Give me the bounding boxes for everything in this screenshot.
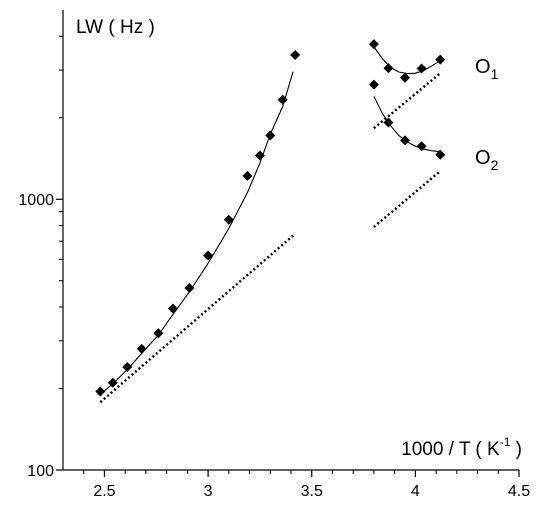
series-0-point-2	[122, 362, 133, 373]
series-2-dotted-line	[373, 170, 442, 228]
series-2-point-1	[383, 117, 394, 128]
x-axis-title-superscript: -1	[500, 435, 511, 449]
x-tick-label-2: 3.5	[301, 483, 323, 500]
series-0-point-4	[153, 328, 164, 339]
series-0-point-13	[290, 50, 301, 61]
series-0-point-1	[107, 377, 118, 388]
series-2-point-2	[400, 135, 410, 146]
series-0-point-8	[223, 214, 234, 225]
series-0-point-7	[203, 250, 214, 261]
series-0-point-5	[167, 303, 178, 314]
series-1-fit-curve	[373, 46, 441, 75]
y-ticks: 100 1000	[18, 35, 63, 480]
series-1-dotted-line	[373, 72, 442, 130]
series-0-point-0	[95, 386, 106, 397]
series-label-o2-subscript: 2	[491, 157, 499, 173]
series-1-point-4	[435, 54, 446, 65]
series-0-point-6	[184, 283, 195, 294]
series-1-point-0	[368, 39, 379, 50]
series-0-point-9	[242, 170, 253, 181]
x-ticks: 2.5 3 3.5 4 4.5	[83, 470, 530, 500]
series-0-point-11	[265, 130, 276, 141]
series-label-o1: O1	[475, 56, 499, 82]
series-0-point-3	[136, 343, 147, 354]
x-tick-label-0: 2.5	[93, 483, 115, 500]
series-label-o1-main: O	[475, 56, 491, 78]
y-axis: 100 1000	[18, 10, 64, 480]
x-tick-label-4: 4.5	[508, 483, 530, 500]
series-label-o1-subscript: 1	[491, 66, 499, 82]
series-0-point-12	[277, 94, 288, 105]
x-axis-title: 1000 / T ( K-1 )	[401, 435, 522, 460]
x-axis-title-main: 1000 / T ( K	[401, 439, 500, 460]
series-2-point-3	[416, 141, 427, 152]
x-tick-label-3: 4	[411, 483, 420, 500]
series-2-point-4	[435, 149, 446, 160]
series-0-point-10	[254, 150, 265, 161]
y-axis-title: LW ( Hz )	[76, 17, 155, 38]
x-tick-label-1: 3	[204, 483, 213, 500]
series-0-fit-curve	[99, 71, 294, 395]
y-tick-label-1: 1000	[18, 192, 54, 209]
y-tick-label-0: 100	[27, 463, 54, 480]
series-label-o2-main: O	[475, 147, 491, 169]
series-2-point-0	[368, 79, 379, 90]
series-1-point-3	[416, 63, 427, 74]
series-0	[95, 50, 301, 404]
series-0-dotted-line	[99, 232, 296, 404]
x-axis: 2.5 3 3.5 4 4.5	[63, 469, 530, 500]
series-2	[368, 79, 446, 228]
series-1-point-2	[400, 72, 410, 83]
x-axis-title-end: )	[510, 439, 522, 460]
plot-area	[95, 39, 446, 404]
series-label-o2: O2	[475, 147, 499, 173]
series-1-point-1	[383, 63, 394, 74]
series-1	[368, 39, 446, 130]
